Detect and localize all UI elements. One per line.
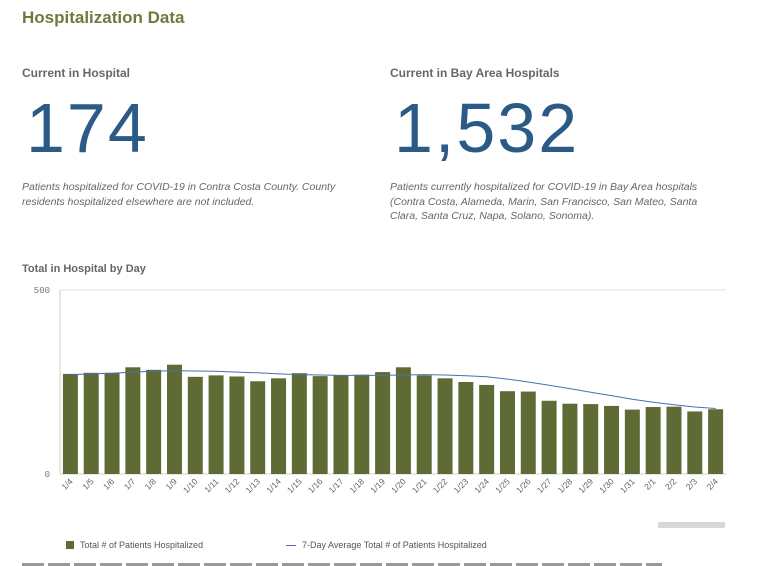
note-line: residents hospitalized elsewhere are not… xyxy=(22,195,255,208)
bar-1-15 xyxy=(291,373,307,474)
current-in-hospital-value: 174 xyxy=(26,89,149,167)
bar-1-20 xyxy=(395,367,411,474)
bar-1-26 xyxy=(520,391,536,474)
bar-1-9 xyxy=(166,364,182,474)
x-tick-label: 1/8 xyxy=(143,476,159,492)
x-tick-label: 1/24 xyxy=(472,476,491,495)
bar-2-1 xyxy=(645,407,661,474)
bar-1-7 xyxy=(125,367,141,474)
y-tick-label: 500 xyxy=(34,286,50,296)
bar-1-11 xyxy=(208,375,224,474)
x-tick-label: 1/18 xyxy=(347,476,366,495)
x-tick-label: 1/29 xyxy=(576,476,595,495)
x-tick-label: 1/31 xyxy=(618,476,637,495)
x-tick-label: 1/21 xyxy=(410,476,429,495)
bar-1-4 xyxy=(62,373,78,474)
x-tick-label: 1/28 xyxy=(556,476,575,495)
bay-area-hospitals-note: Patients currently hospitalized for COVI… xyxy=(390,180,697,224)
x-tick-label: 1/30 xyxy=(597,476,616,495)
legend-bars[interactable]: Total # of Patients Hospitalized xyxy=(66,540,203,550)
bar-1-31 xyxy=(624,409,640,474)
x-tick-label: 1/12 xyxy=(223,476,242,495)
x-tick-label: 2/2 xyxy=(663,476,679,492)
x-tick-label: 1/7 xyxy=(122,476,138,492)
x-tick-label: 1/14 xyxy=(264,476,283,495)
bar-1-19 xyxy=(375,372,391,474)
legend-bars-label: Total # of Patients Hospitalized xyxy=(80,540,204,550)
bay-area-hospitals-value: 1,532 xyxy=(394,89,580,167)
bar-1-14 xyxy=(271,378,287,474)
bar-1-16 xyxy=(312,376,328,474)
note-line: Patients currently hospitalized for COVI… xyxy=(390,181,698,193)
bar-1-29 xyxy=(583,404,599,474)
x-tick-label: 1/5 xyxy=(80,476,96,492)
bar-1-21 xyxy=(416,375,432,474)
bar-1-24 xyxy=(479,384,495,474)
x-tick-label: 1/6 xyxy=(101,476,117,492)
x-tick-label: 1/10 xyxy=(181,476,200,495)
legend-line[interactable]: 7-Day Average Total # of Patients Hospit… xyxy=(286,540,487,550)
bar-1-28 xyxy=(562,403,578,474)
bar-1-23 xyxy=(458,382,474,474)
x-tick-label: 1/23 xyxy=(451,476,470,495)
x-tick-label: 1/20 xyxy=(389,476,408,495)
bar-1-13 xyxy=(250,381,266,474)
bar-1-30 xyxy=(604,405,620,474)
current-in-hospital-note: Patients hospitalized for COVID-19 in Co… xyxy=(22,180,335,209)
bar-1-22 xyxy=(437,378,453,474)
horizontal-scrollbar[interactable] xyxy=(658,522,725,528)
x-tick-label: 1/11 xyxy=(202,476,221,495)
cutoff-text-line xyxy=(22,560,662,566)
current-in-hospital-label: Current in Hospital xyxy=(22,66,131,80)
x-tick-label: 1/17 xyxy=(327,476,346,495)
x-tick-label: 1/19 xyxy=(368,476,387,495)
legend-line-label: 7-Day Average Total # of Patients Hospit… xyxy=(302,540,487,550)
bar-2-3 xyxy=(687,411,703,474)
note-line: Patients hospitalized for COVID-19 in Co… xyxy=(22,181,336,193)
bar-1-17 xyxy=(333,375,349,474)
x-tick-label: 2/4 xyxy=(705,476,721,492)
x-tick-label: 1/22 xyxy=(431,476,450,495)
bar-1-12 xyxy=(229,376,245,474)
x-tick-label: 1/13 xyxy=(243,476,262,495)
note-line: (Contra Costa, Alameda, Marin, San Franc… xyxy=(390,195,698,208)
x-tick-label: 1/16 xyxy=(306,476,325,495)
seven-day-average-line xyxy=(70,370,716,409)
y-tick-label: 0 xyxy=(45,470,50,480)
note-line: Clara, Santa Cruz, Napa, Solano, Sonoma)… xyxy=(390,210,595,222)
bay-area-hospitals-label: Current in Bay Area Hospitals xyxy=(390,66,560,80)
x-tick-label: 1/4 xyxy=(59,476,75,492)
bar-2-4 xyxy=(708,409,724,474)
bar-1-6 xyxy=(104,372,120,474)
bar-1-5 xyxy=(83,372,99,474)
bar-1-8 xyxy=(146,369,162,474)
x-tick-label: 2/1 xyxy=(642,476,658,492)
x-tick-label: 1/27 xyxy=(535,476,554,495)
bar-1-10 xyxy=(187,376,203,474)
legend-bar-swatch-icon xyxy=(66,541,74,549)
bar-2-2 xyxy=(666,406,682,474)
bar-1-18 xyxy=(354,374,370,474)
chart-title: Total in Hospital by Day xyxy=(22,263,146,275)
legend-line-swatch-icon xyxy=(286,544,296,546)
x-tick-label: 1/9 xyxy=(163,476,179,492)
bar-1-27 xyxy=(541,400,557,474)
x-tick-label: 1/25 xyxy=(493,476,512,495)
bar-1-25 xyxy=(499,391,515,474)
x-tick-label: 1/26 xyxy=(514,476,533,495)
x-tick-label: 1/15 xyxy=(285,476,304,495)
x-tick-label: 2/3 xyxy=(684,476,700,492)
page-title: Hospitalization Data xyxy=(22,8,185,27)
